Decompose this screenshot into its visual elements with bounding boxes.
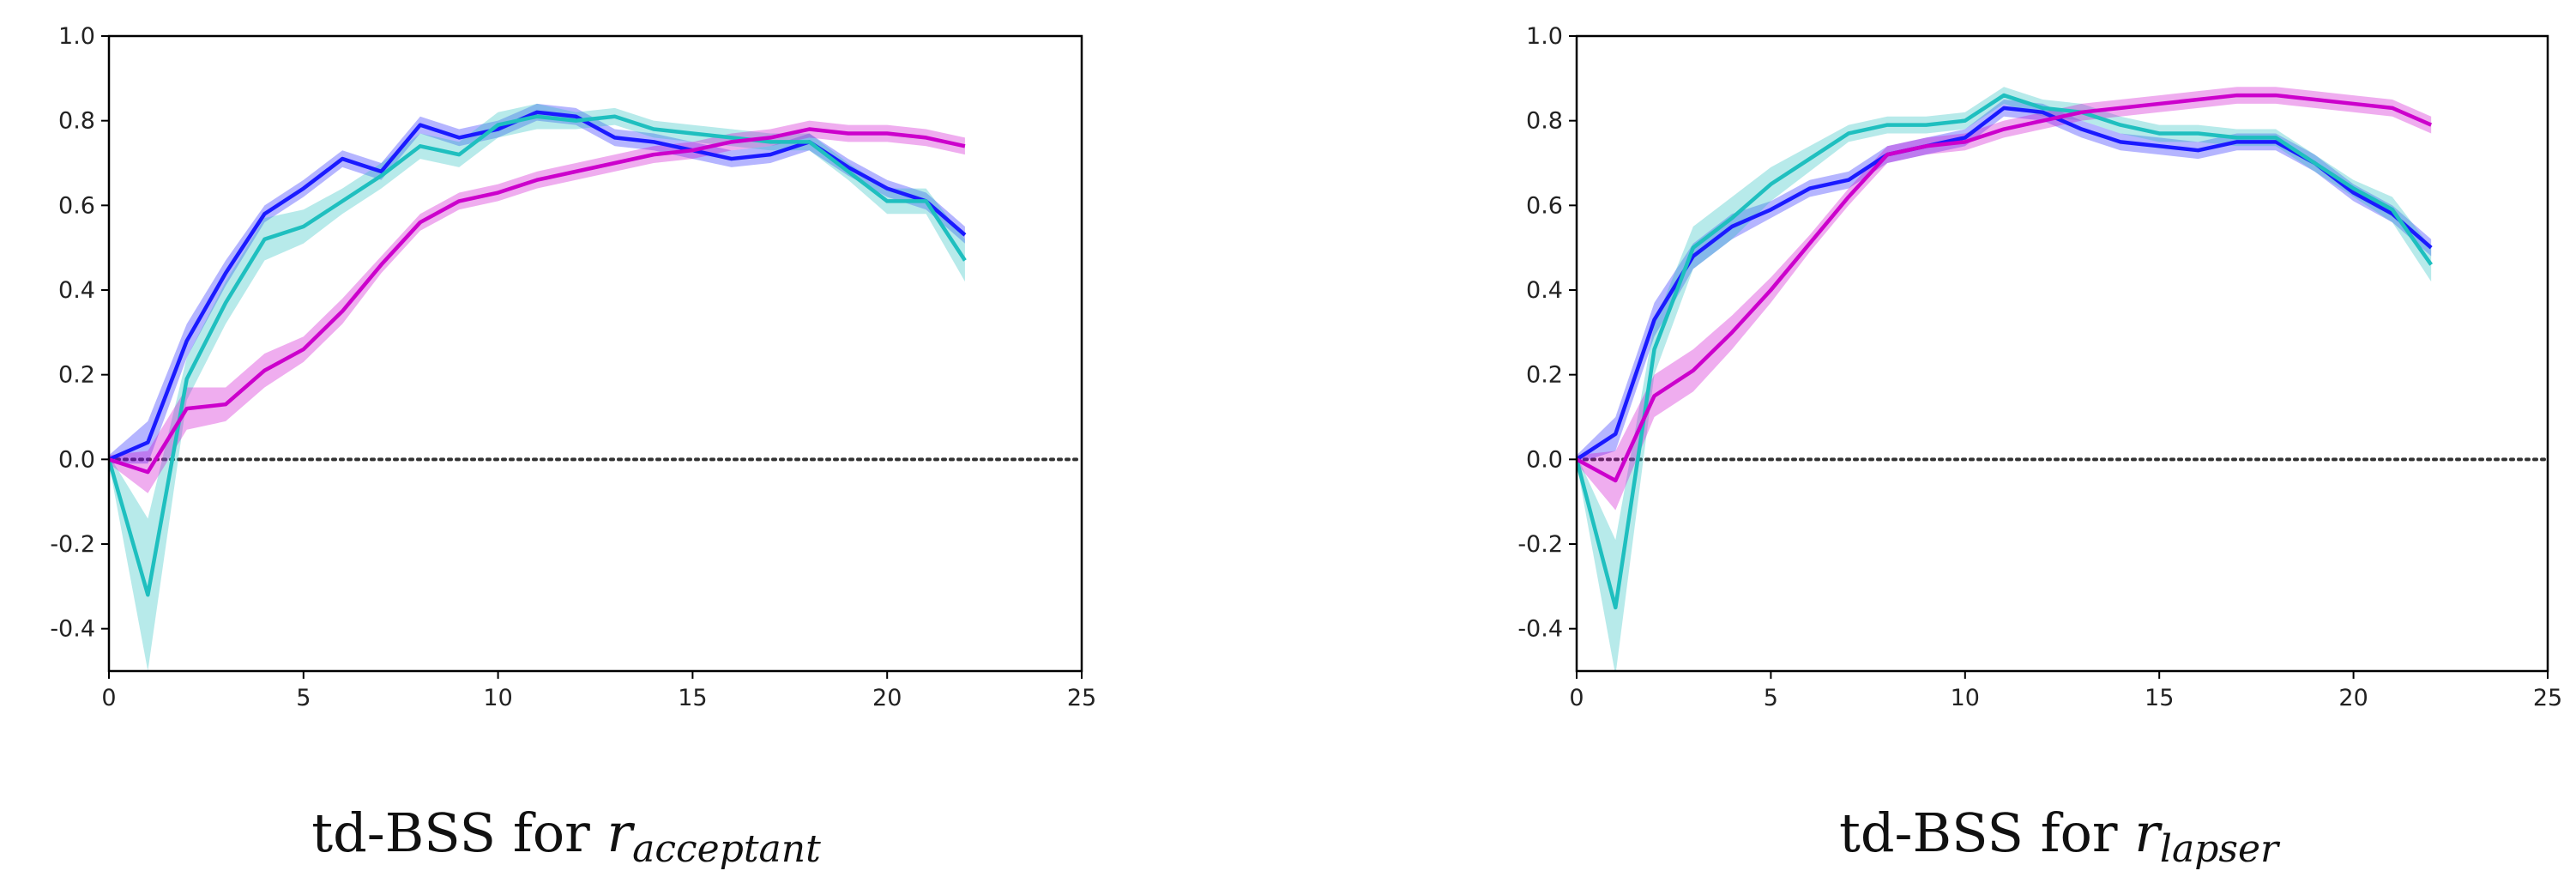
y-tick-label: -0.4	[1517, 616, 1563, 643]
y-tick-label: -0.2	[50, 531, 95, 558]
plot-area	[1577, 87, 2548, 671]
x-tick-label: 20	[2338, 685, 2368, 711]
y-tick-label: 0.6	[58, 192, 95, 219]
y-tick-label: 0.2	[58, 362, 95, 389]
y-tick-label: -0.4	[50, 616, 95, 643]
chart-caption: td-BSS for rlapser	[1839, 801, 2281, 871]
x-tick-label: 5	[1764, 685, 1778, 711]
series-0-confidence-band	[1577, 100, 2432, 464]
series-1-confidence-band	[1577, 87, 2432, 671]
y-tick-label: 0.4	[1526, 277, 1563, 304]
x-tick-label: 0	[101, 685, 116, 711]
x-tick-label: 20	[872, 685, 902, 711]
series-1-line	[109, 114, 967, 597]
x-tick-label: 5	[296, 685, 311, 711]
series-1-line	[1577, 93, 2433, 610]
x-tick-label: 25	[1067, 685, 1096, 711]
x-tick-label: 10	[1951, 685, 1980, 711]
y-tick-label: 0.4	[58, 277, 95, 304]
x-tick-label: 0	[1569, 685, 1584, 711]
y-tick-label: 1.0	[1526, 23, 1563, 50]
series-2-confidence-band	[109, 120, 965, 493]
chart-caption: td-BSS for racceptant	[311, 801, 821, 871]
series-2-line	[109, 127, 966, 475]
y-tick-label: 0.8	[1526, 108, 1563, 135]
axes-frame	[1575, 34, 2549, 673]
chart-panel-lapser: 0 5 10 15 20 25 1.0 0.8 0.6 0.4 0.2 0.0 -0.2 -0.4 td-B…	[1517, 23, 2562, 871]
y-tick-label: 0.8	[58, 108, 95, 135]
axes-frame	[107, 34, 1083, 673]
x-tick-label: 15	[678, 685, 707, 711]
y-tick-label: 0.0	[58, 446, 95, 473]
x-tick-label: 25	[2533, 685, 2562, 711]
y-tick-label: 0.6	[1526, 192, 1563, 219]
series-2-line	[1577, 93, 2433, 483]
y-tick-label: 0.2	[1526, 362, 1563, 389]
x-tick-label: 10	[483, 685, 512, 711]
y-tick-label: 1.0	[58, 23, 95, 50]
series-0-line	[1577, 106, 2433, 462]
chart-panel-acceptant: 0 5 10 15 20 25 1.0 0.8 0.6 0.4 0.2 0.0 -0.2 -0.4 td-B…	[50, 23, 1096, 871]
y-tick-label: -0.2	[1517, 531, 1563, 558]
plot-area	[109, 103, 1082, 671]
y-tick-label: 0.0	[1526, 446, 1563, 473]
x-tick-label: 15	[2145, 685, 2174, 711]
